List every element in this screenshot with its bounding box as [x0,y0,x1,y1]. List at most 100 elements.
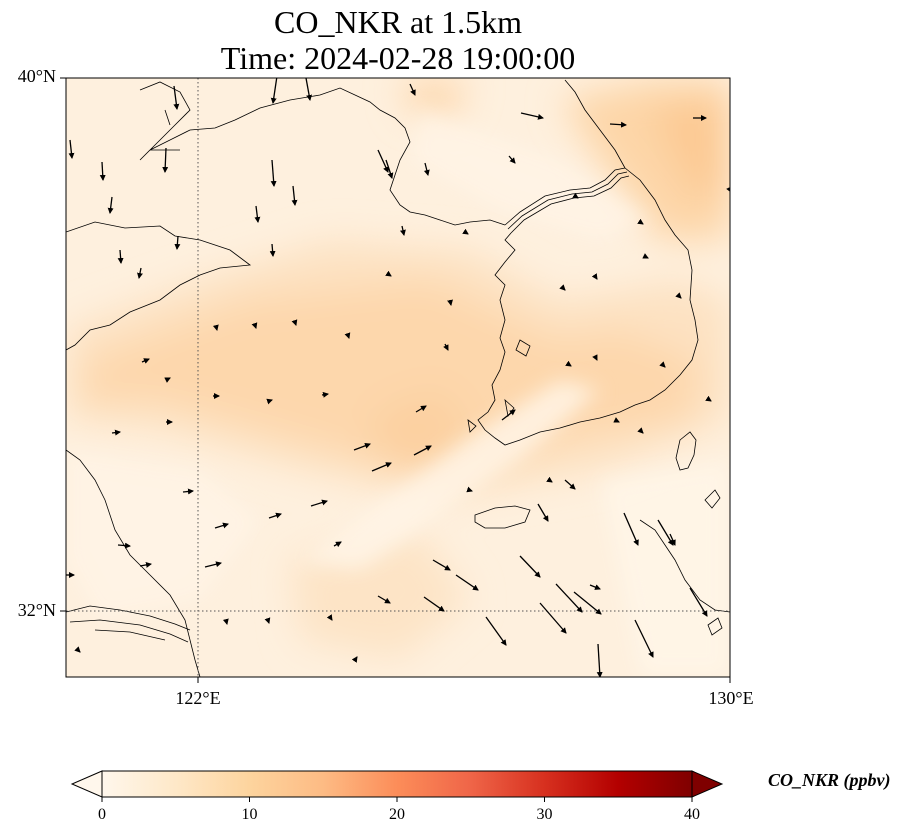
wind-arrow [117,249,124,264]
wind-arrow [321,391,329,398]
colorbar-tick-40: 40 [684,806,700,823]
wind-arrow [266,398,273,405]
wind-arrow [377,595,391,604]
wind-arrow [596,643,603,677]
wind-arrow [637,427,644,434]
wind-arrow [385,159,394,179]
wind-arrow [423,596,445,612]
wind-arrow [68,139,75,159]
wind-arrow [508,155,516,164]
wind-arrow [466,486,473,493]
wind-arrow [623,512,639,546]
wind-arrow [385,270,392,277]
wind-arrow [573,591,602,615]
wind-arrow [162,147,169,173]
colorbar-tick-10: 10 [241,806,258,823]
lat-tick-label-32n: 32°N [17,600,56,620]
wind-arrow [565,360,572,367]
wind-arrow [559,284,566,291]
wind-arrow [539,602,567,634]
wind-arrow [251,322,258,329]
wind-arrow [546,476,553,483]
wind-arrow [214,522,229,529]
wind-arrow [139,561,152,568]
wind-arrow [269,243,276,257]
axis-ticks [60,77,731,683]
lon-tick-label-130e: 130°E [708,688,754,708]
wind-arrow [353,442,371,451]
wind-arrow [333,541,342,548]
wind-arrow [173,85,180,110]
wind-arrow [675,292,682,299]
wind-arrow [634,619,654,658]
wind-arrow [443,343,449,351]
wind-arrow [423,162,430,176]
wind-arrow [399,225,406,236]
wind-arrow [564,479,576,490]
wind-arrow [222,618,229,625]
wind-arrow [705,395,712,402]
colorbar-min-extension [70,770,103,798]
wind-arrow [141,358,150,364]
gridlines [66,78,730,677]
wind-arrow [537,503,549,522]
map-title-line2: Time: 2024-02-28 19:00:00 [220,40,576,76]
wind-arrow [409,83,416,96]
wind-arrow [291,185,298,206]
wind-arrow [305,78,313,101]
colorbar-tick-30: 30 [536,806,553,823]
wind-arrow [111,429,121,436]
colorbar-label: CO_NKR (ppbv) [768,770,891,790]
wind-arrow [99,161,106,181]
map-title-line1: CO_NKR at 1.5km [274,4,522,40]
wind-arrow [455,574,479,591]
wind-arrow [344,332,351,339]
wind-arrow [689,587,708,617]
coastlines [66,79,730,677]
co-concentration-field [66,78,730,677]
wind-arrow [609,121,627,128]
wind-arrow [669,533,676,546]
wind-arrow [270,159,277,187]
wind-arrow [377,149,389,173]
lat-tick-label-40n: 40°N [17,66,56,86]
wind-vectors [66,78,730,677]
wind-arrow [351,656,358,663]
wind-arrow [270,78,278,104]
colorbar-max-extension [691,770,724,798]
wind-arrow [589,584,601,590]
wind-arrow [371,462,392,472]
wind-arrow [268,512,282,519]
wind-arrow [326,614,333,621]
wind-arrow [264,617,271,624]
wind-arrow [592,354,598,361]
wind-arrow [572,192,579,199]
lon-tick-label-122e: 122°E [175,688,221,708]
colorbar-gradient [101,770,693,798]
wind-arrow [591,273,598,280]
wind-arrow [174,235,181,250]
wind-arrow [520,112,544,120]
wind-arrow [637,218,644,225]
wind-arrow [613,417,620,423]
wind-arrow [291,319,298,326]
wind-arrow [254,205,261,223]
wind-arrow [555,583,583,613]
wind-arrow [462,228,469,235]
wind-arrow [164,377,171,383]
wind-arrow [74,646,81,653]
colorbar-tick-20: 20 [389,806,405,823]
wind-arrow [447,299,453,306]
wind-arrow [212,324,219,331]
wind-arrow [107,196,114,214]
wind-arrow [415,405,427,413]
wind-arrow [310,499,328,507]
wind-arrow [137,267,143,279]
wind-arrow [519,555,541,578]
wind-arrow [204,561,222,568]
wind-arrow [117,542,131,549]
wind-arrow [432,559,451,571]
colorbar [70,770,724,802]
colorbar-tick-0: 0 [98,806,106,823]
